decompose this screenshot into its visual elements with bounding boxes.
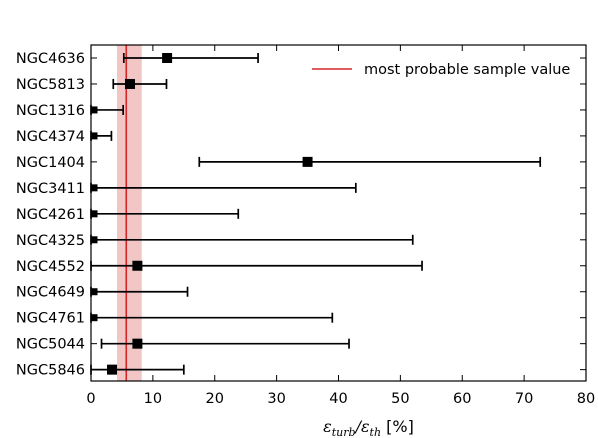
data-point (107, 364, 118, 375)
x-axis-label-unit: [%] (381, 417, 414, 436)
errorbars (90, 53, 542, 375)
x-axis-label-sep: /ε (354, 417, 370, 436)
y-tick-label: NGC5846 (16, 363, 85, 379)
y-tick-marks (91, 57, 586, 371)
legend-label: most probable sample value (364, 62, 570, 78)
data-point (124, 78, 135, 89)
x-axis-label: εturb/εth [%] (323, 417, 414, 438)
x-tick-marks (90, 45, 587, 381)
y-tick-label: NGC4374 (16, 129, 85, 145)
data-point (132, 260, 143, 271)
x-tick-label: 20 (206, 391, 224, 407)
y-tick-label: NGC4261 (16, 207, 85, 223)
y-tick-label: NGC4761 (16, 311, 85, 327)
y-tick-label: NGC1404 (16, 155, 85, 171)
x-tick-label: 50 (391, 391, 409, 407)
x-tick-label: 30 (267, 391, 285, 407)
y-tick-label: NGC4325 (16, 233, 85, 249)
y-tick-labels: NGC4636 NGC5813 NGC1316 NGC4374 NGC1404 NGC34… (16, 51, 85, 379)
y-tick-label: NGC4649 (16, 285, 85, 301)
x-tick-label: 80 (577, 391, 595, 407)
x-tick-label: 40 (329, 391, 347, 407)
y-tick-label: NGC3411 (16, 181, 85, 197)
y-tick-label: NGC4552 (16, 259, 85, 275)
data-point (162, 53, 173, 63)
x-tick-label: 0 (86, 391, 95, 407)
legend: most probable sample value (312, 62, 570, 78)
x-axis-label-main-sub: turb (332, 426, 356, 438)
x-axis-label-sep-sub: th (370, 426, 382, 438)
x-tick-labels: 0 10 20 30 40 50 60 70 80 (86, 391, 595, 407)
y-tick-label: NGC4636 (16, 51, 85, 67)
data-point (132, 338, 143, 349)
y-tick-label: NGC5044 (16, 337, 85, 353)
y-tick-label: NGC5813 (16, 77, 85, 93)
y-tick-label: NGC1316 (16, 103, 85, 119)
x-tick-label: 60 (453, 391, 471, 407)
data-point (302, 156, 313, 167)
x-tick-label: 70 (515, 391, 533, 407)
x-axis-label-main: ε (323, 417, 332, 436)
x-tick-label: 10 (144, 391, 162, 407)
